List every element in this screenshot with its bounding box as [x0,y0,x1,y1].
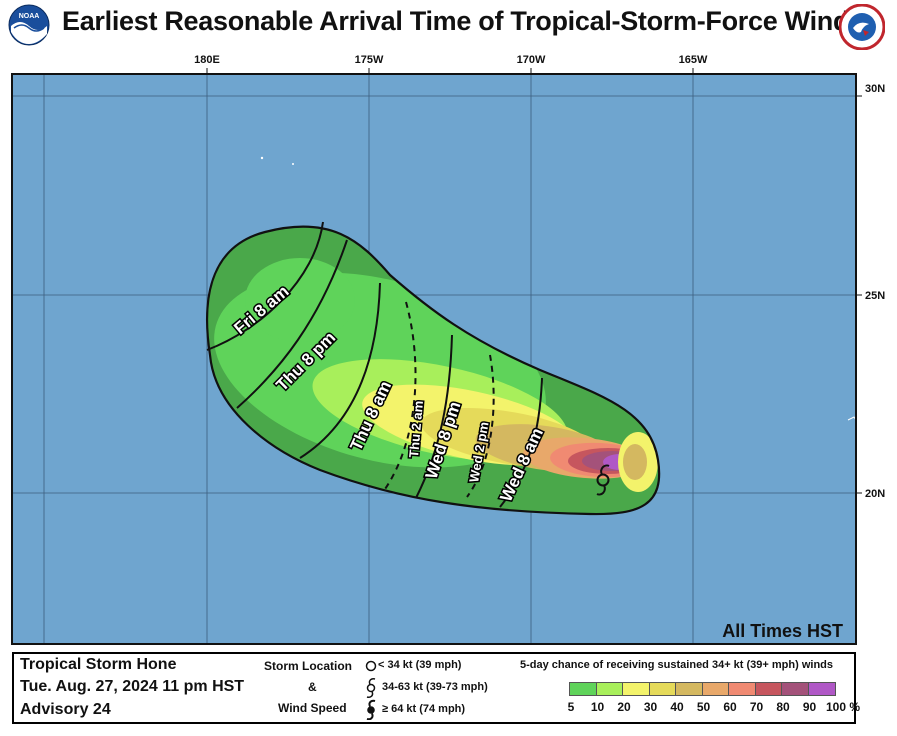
legend-tropical-storm: 34-63 kt (39-73 mph) [382,681,488,693]
noaa-logo-text: NOAA [19,13,40,20]
island [292,163,294,165]
lat-label: 25N [865,290,885,302]
lat-label: 30N [865,83,885,95]
probability-swatch [807,682,836,696]
lon-label: 165W [679,54,708,66]
storm-location-label: Storm Location [264,659,353,673]
storm-symbol-legend [365,660,377,720]
probability-swatch [675,682,703,696]
legend-weak: < 34 kt (39 mph) [378,659,462,671]
probability-swatch [648,682,677,696]
island [260,156,264,160]
wind-speed-label: Wind Speed [278,701,347,715]
probability-value: 50 [696,700,711,714]
circle-icon [365,660,377,672]
probability-swatch [569,682,597,696]
lon-label: 170W [517,54,546,66]
probability-value: 60 [723,700,737,714]
nws-logo [839,4,885,50]
times-note: All Times HST [722,621,843,641]
legend-hurricane: ≥ 64 kt (74 mph) [382,703,466,715]
arrival-label: Thu 2 am [406,400,426,458]
probability-value: 40 [670,700,684,714]
probability-swatch [781,682,809,696]
page-title: Earliest Reasonable Arrival Time of Trop… [62,6,864,36]
lat-label: 20N [865,488,885,500]
probability-swatch [595,682,624,696]
tropical-storm-icon [596,464,610,496]
footer-legend: Tropical Storm Hone Tue. Aug. 27, 2024 1… [12,652,860,724]
map: Fri 8 am Thu 8 pm Thu 8 am Thu 2 am Wed … [11,54,885,645]
probability-value: 70 [749,700,764,714]
ampersand-label: & [308,680,317,694]
probability-value: 80 [776,700,790,714]
probability-swatch [728,682,756,696]
noaa-logo: NOAA [8,4,50,46]
hurricane-icon [366,699,376,720]
advisory-number: Advisory 24 [20,701,111,718]
probability-value: 10 [590,700,605,714]
arrival-time-contours [206,221,543,508]
title-bar: NOAA Earliest Reasonable Arrival Time of… [0,0,897,50]
probability-value: 5 [567,700,575,714]
advisory-datetime: Tue. Aug. 27, 2024 11 pm HST [20,678,245,695]
tropical-storm-icon [366,678,376,698]
probability-value: 30 [643,700,658,714]
probability-value: 100 % [825,700,861,714]
probability-swatch [754,682,783,696]
storm-name: Tropical Storm Hone [20,656,177,673]
probability-swatch [622,682,650,696]
lon-label: 175W [355,54,384,66]
probability-value: 90 [802,700,817,714]
probability-value: 20 [617,700,631,714]
probability-swatch [701,682,730,696]
lon-label: 180E [194,54,220,66]
probability-title: 5-day chance of receiving sustained 34+ … [520,659,833,671]
